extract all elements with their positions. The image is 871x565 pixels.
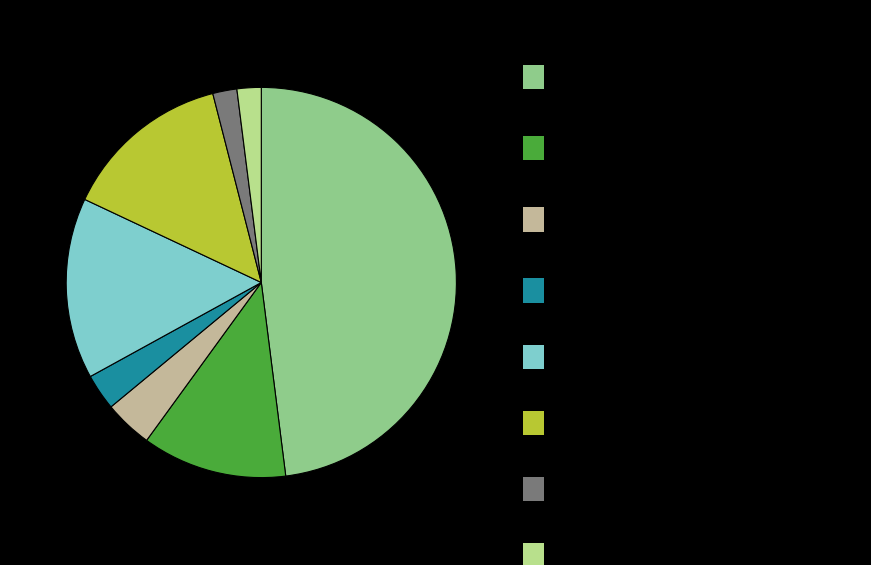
FancyBboxPatch shape bbox=[523, 207, 544, 232]
FancyBboxPatch shape bbox=[523, 411, 544, 435]
FancyBboxPatch shape bbox=[523, 543, 544, 565]
Wedge shape bbox=[237, 88, 261, 282]
FancyBboxPatch shape bbox=[523, 345, 544, 369]
Wedge shape bbox=[111, 282, 261, 440]
Wedge shape bbox=[91, 282, 261, 407]
Wedge shape bbox=[84, 94, 261, 282]
FancyBboxPatch shape bbox=[523, 477, 544, 501]
Wedge shape bbox=[66, 199, 261, 376]
FancyBboxPatch shape bbox=[523, 136, 544, 160]
Wedge shape bbox=[213, 89, 261, 282]
FancyBboxPatch shape bbox=[523, 279, 544, 303]
FancyBboxPatch shape bbox=[523, 65, 544, 89]
Wedge shape bbox=[261, 88, 456, 476]
Wedge shape bbox=[146, 282, 286, 477]
